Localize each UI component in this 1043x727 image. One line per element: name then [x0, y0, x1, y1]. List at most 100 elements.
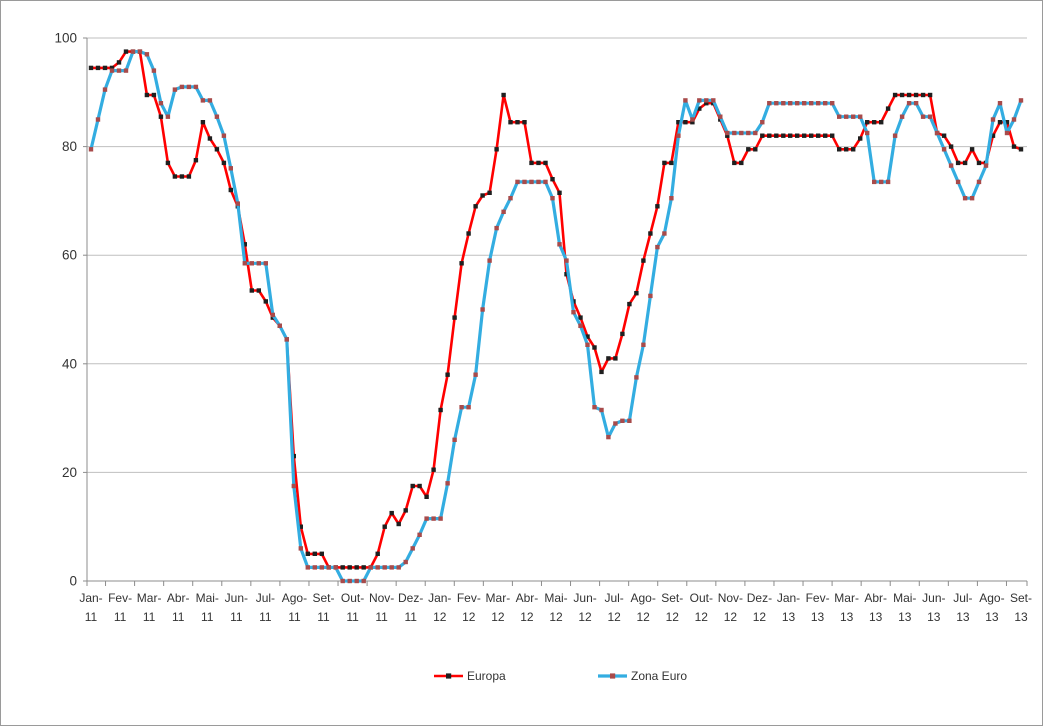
x-tick-label-year: 11 — [346, 610, 359, 624]
x-tick-label-month: Mai- — [893, 591, 916, 605]
data-point-marker — [375, 565, 380, 570]
data-point-marker — [655, 204, 660, 209]
x-tick-label-month: Fev- — [457, 591, 481, 605]
data-point-marker — [844, 147, 849, 152]
data-point-marker — [438, 516, 443, 521]
y-tick-label: 60 — [62, 248, 77, 263]
data-point-marker — [648, 293, 653, 299]
data-point-marker — [340, 578, 345, 584]
data-point-marker — [676, 120, 681, 125]
x-tick-label-month: Mar- — [834, 591, 859, 605]
data-point-marker — [88, 147, 94, 152]
data-point-marker — [606, 356, 611, 361]
data-point-marker — [990, 133, 996, 138]
data-point-marker — [382, 565, 387, 570]
data-point-marker — [788, 101, 793, 106]
data-point-marker — [1004, 130, 1010, 136]
x-tick-label-year: 11 — [85, 610, 98, 624]
x-tick-label-month: Nov- — [369, 591, 394, 605]
data-point-marker — [235, 201, 240, 206]
data-point-marker — [186, 174, 192, 179]
data-point-marker — [291, 483, 296, 489]
y-tick-label: 80 — [62, 139, 77, 154]
data-point-marker — [123, 49, 129, 54]
x-tick-label-month: Abr- — [167, 591, 190, 605]
data-point-marker — [732, 160, 737, 166]
data-point-marker — [473, 204, 478, 209]
x-tick-label-month: Out- — [690, 591, 713, 605]
x-tick-label-month: Abr- — [864, 591, 887, 605]
data-point-marker — [494, 147, 499, 152]
data-point-marker — [123, 68, 129, 73]
x-tick-label-year: 11 — [317, 610, 330, 624]
x-tick-label-year: 13 — [1014, 610, 1028, 624]
data-point-marker — [823, 101, 828, 106]
data-point-marker — [781, 133, 786, 138]
data-point-marker — [109, 68, 115, 73]
data-point-marker — [990, 117, 996, 122]
data-point-marker — [969, 147, 975, 152]
data-point-marker — [424, 516, 429, 521]
x-tick-label-month: Nov- — [718, 591, 743, 605]
data-point-marker — [858, 136, 863, 141]
data-point-marker — [557, 190, 562, 195]
data-point-marker — [725, 133, 730, 138]
data-point-marker — [410, 483, 415, 489]
data-point-marker — [809, 133, 814, 138]
data-point-marker — [228, 187, 233, 193]
data-point-marker — [228, 166, 233, 171]
data-point-marker — [920, 114, 926, 119]
series-line — [89, 50, 1023, 569]
data-point-marker — [851, 114, 856, 119]
data-point-marker — [242, 261, 247, 266]
data-point-marker — [396, 565, 401, 570]
data-point-marker — [753, 147, 758, 152]
data-point-marker — [102, 87, 108, 92]
data-point-marker — [781, 101, 786, 106]
data-point-marker — [200, 98, 206, 103]
data-point-marker — [892, 92, 898, 98]
data-point-marker — [872, 179, 877, 185]
data-point-marker — [627, 301, 632, 307]
data-point-marker — [319, 551, 324, 556]
x-tick-label-year: 11 — [143, 610, 156, 624]
x-tick-label-month: Ago- — [631, 591, 656, 605]
data-point-marker — [969, 196, 975, 201]
data-point-marker — [613, 421, 618, 426]
data-point-marker — [795, 133, 800, 138]
data-point-marker — [718, 114, 723, 119]
x-tick-label-year: 13 — [840, 610, 854, 624]
data-point-marker — [165, 114, 171, 119]
data-point-marker — [725, 130, 730, 136]
data-point-marker — [899, 92, 905, 98]
data-point-marker — [1018, 147, 1024, 152]
data-point-marker — [389, 565, 394, 570]
data-point-marker — [431, 467, 436, 472]
x-tick-label-year: 11 — [259, 610, 272, 624]
data-point-marker — [948, 163, 954, 168]
x-tick-label-year: 11 — [201, 610, 214, 624]
data-point-marker — [158, 114, 164, 119]
data-point-marker — [473, 372, 478, 377]
data-point-marker — [95, 117, 101, 122]
x-tick-label-year: 11 — [404, 610, 417, 624]
data-point-marker — [1011, 117, 1017, 122]
data-point-marker — [830, 101, 835, 106]
data-point-marker — [431, 516, 436, 521]
data-point-marker — [109, 65, 115, 71]
data-point-marker — [354, 565, 359, 570]
data-point-marker — [361, 565, 366, 570]
data-point-marker — [522, 120, 527, 125]
data-point-marker — [830, 133, 835, 138]
data-point-marker — [809, 101, 814, 106]
x-tick-label-year: 12 — [462, 610, 476, 624]
x-tick-label-month: Fev- — [108, 591, 132, 605]
data-point-marker — [116, 68, 122, 73]
data-point-marker — [697, 98, 702, 103]
data-point-marker — [920, 92, 926, 98]
x-tick-label-year: 13 — [898, 610, 912, 624]
data-point-marker — [102, 65, 108, 71]
x-tick-label-month: Abr- — [516, 591, 539, 605]
data-point-marker — [515, 179, 520, 185]
